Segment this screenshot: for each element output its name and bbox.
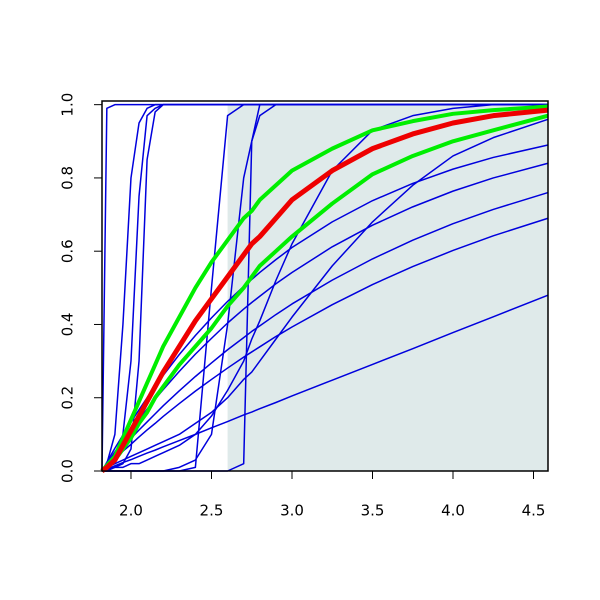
y-tick-label: 0.6 xyxy=(59,239,77,263)
x-tick-label: 4.0 xyxy=(441,502,465,520)
curve xyxy=(100,104,549,473)
y-tick-label: 0.0 xyxy=(59,459,77,483)
curve xyxy=(100,107,549,473)
y-tick-label: 1.0 xyxy=(59,93,77,117)
curve xyxy=(101,217,549,472)
curve xyxy=(100,113,549,473)
x-tick-label: 3.5 xyxy=(361,502,385,520)
x-tick-label: 4.5 xyxy=(522,502,546,520)
y-tick-label: 0.8 xyxy=(59,166,77,190)
x-tick-label: 2.0 xyxy=(119,502,143,520)
y-tick-label: 0.2 xyxy=(59,386,77,410)
x-tick-label: 3.0 xyxy=(280,502,304,520)
curve xyxy=(101,118,549,472)
curve xyxy=(101,294,549,472)
y-tick-label: 0.4 xyxy=(59,313,77,337)
shaded-region xyxy=(227,104,549,472)
plot-frame xyxy=(101,100,549,472)
x-tick-label: 2.5 xyxy=(200,502,224,520)
